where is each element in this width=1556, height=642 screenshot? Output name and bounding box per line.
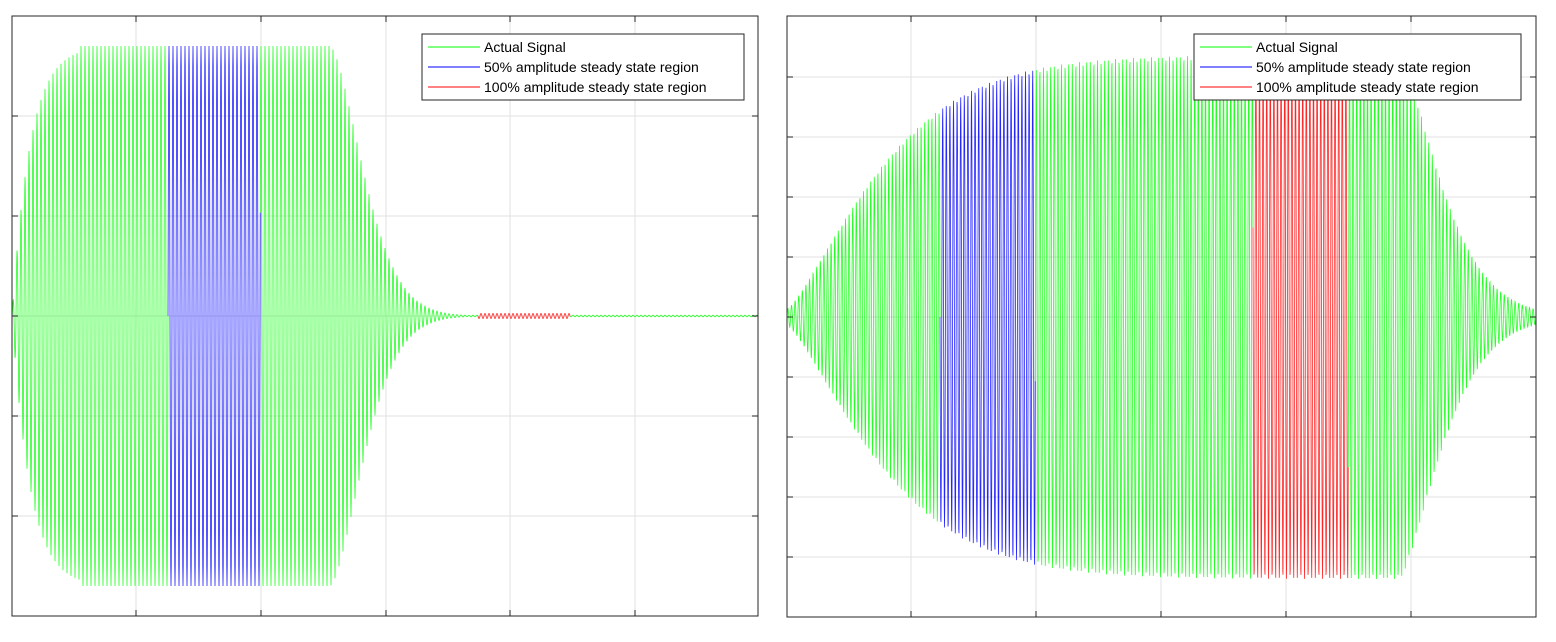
legend-entry: 50% amplitude steady state region [484, 59, 699, 75]
signal-segment-actual-signal [569, 314, 759, 318]
signal-segment-actual-signal [786, 112, 941, 522]
legend-entry: Actual Signal [484, 39, 566, 55]
signal-segment-actual-signal [11, 45, 169, 587]
signal-segment-50-amplitude-steady-state-region [939, 70, 1036, 565]
plot-panel-1: Actual Signal 50% amplitude steady state … [11, 15, 759, 617]
legend: Actual Signal 50% amplitude steady state … [1193, 33, 1522, 101]
legend: Actual Signal 50% amplitude steady state … [421, 33, 745, 101]
legend-entry: 100% amplitude steady state region [484, 79, 707, 95]
signal-segment-actual-signal [1347, 55, 1537, 579]
signal-segment-actual-signal [259, 45, 479, 587]
signal-segment-100-amplitude-steady-state-region [477, 312, 571, 320]
plot-panel-2: Actual Signal 50% amplitude steady state … [786, 15, 1537, 618]
legend-entry: Actual Signal [1256, 39, 1338, 55]
signal-segment-actual-signal [1034, 55, 1254, 579]
signal-segment-100-amplitude-steady-state-region [1252, 55, 1349, 579]
legend-entry: 50% amplitude steady state region [1256, 59, 1471, 75]
signal-segment-50-amplitude-steady-state-region [167, 45, 261, 587]
legend-entry: 100% amplitude steady state region [1256, 79, 1479, 95]
